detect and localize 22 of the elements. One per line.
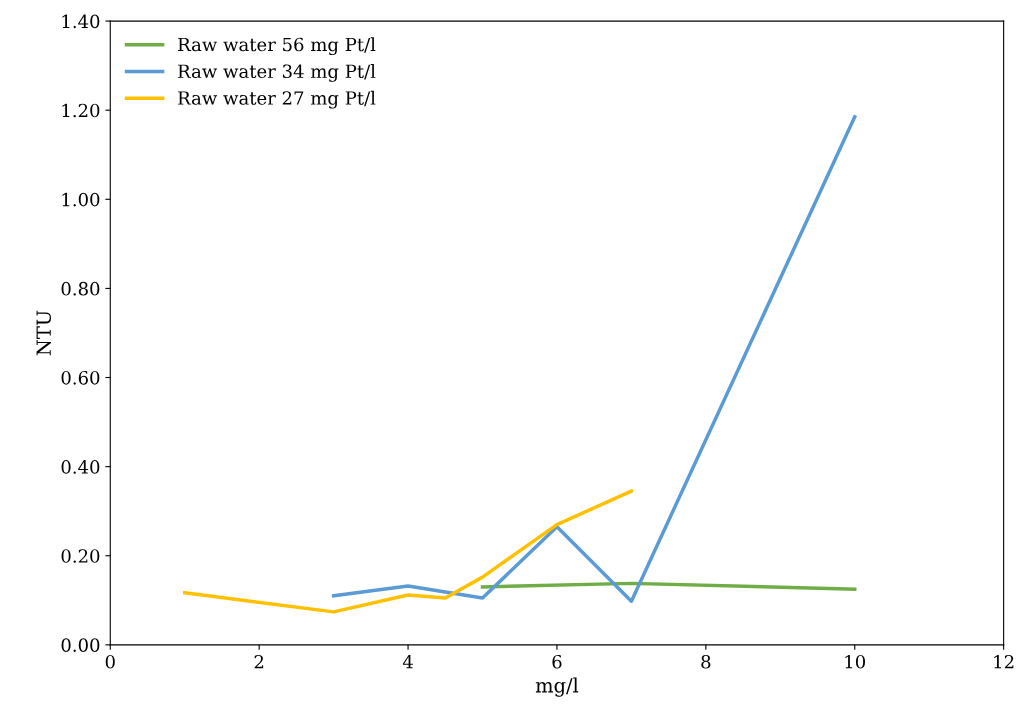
line-series — [182, 489, 634, 614]
x-tick-label: 8 — [701, 654, 711, 669]
y-tick-label: 0.60 — [61, 370, 100, 385]
x-axis-title: mg/l — [535, 677, 579, 697]
x-tick-label: 12 — [994, 654, 1014, 669]
x-tick-label: 0 — [105, 654, 115, 669]
legend-label: Raw water 34 mg Pt/l — [178, 64, 376, 82]
y-axis-title: NTU — [36, 310, 52, 356]
y-tick-label: 1.20 — [62, 103, 100, 118]
legend-label: Raw water 56 mg Pt/l — [178, 37, 376, 56]
legend-label: Raw water 27 mg Pt/l — [178, 90, 376, 109]
y-tick-label: 0.80 — [61, 281, 100, 296]
y-tick-label: 0.20 — [61, 549, 100, 563]
y-tick-label: 1.00 — [62, 192, 100, 207]
y-tick-label: 1.40 — [62, 14, 100, 29]
y-tick-label: 0.40 — [61, 460, 100, 474]
line-series — [331, 115, 857, 603]
y-tick-label: 0.00 — [61, 638, 100, 652]
x-tick-label: 2 — [254, 654, 264, 669]
x-tick-label: 6 — [552, 654, 562, 669]
x-tick-label: 10 — [845, 654, 866, 669]
x-tick-label: 4 — [402, 654, 413, 669]
